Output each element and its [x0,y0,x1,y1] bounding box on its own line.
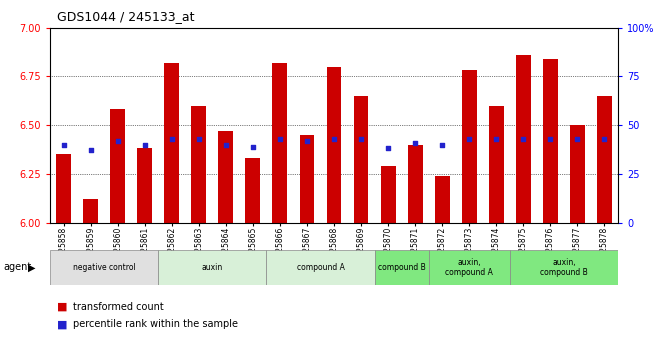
Bar [435,176,450,223]
Point [166,136,177,141]
Text: transformed count: transformed count [73,302,164,312]
Bar [381,166,395,223]
Bar [138,148,152,223]
Bar [375,250,429,285]
Bar [267,250,375,285]
Text: percentile rank within the sample: percentile rank within the sample [73,319,238,329]
Bar [597,96,612,223]
Point [194,136,204,141]
Bar [56,154,71,223]
Text: auxin,
compound A: auxin, compound A [446,258,493,277]
Bar [407,145,423,223]
Point [545,136,556,141]
Bar [191,106,206,223]
Point [437,142,448,147]
Bar [164,63,179,223]
Bar [245,158,261,223]
Bar [353,96,369,223]
Point [464,136,474,141]
Point [572,136,582,141]
Bar [462,70,477,223]
Point [518,136,528,141]
Point [140,142,150,147]
Text: ■: ■ [57,319,67,329]
Point [275,136,285,141]
Bar [273,63,287,223]
Point [355,136,366,141]
Point [220,142,231,147]
Bar [50,250,158,285]
Point [599,136,610,141]
Point [302,138,313,144]
Text: agent: agent [3,263,31,272]
Bar [516,55,530,223]
Text: ■: ■ [57,302,67,312]
Bar [110,109,125,223]
Bar [299,135,315,223]
Bar [510,250,618,285]
Text: compound B: compound B [377,263,426,272]
Bar [543,59,558,223]
Bar [570,125,584,223]
Point [329,136,339,141]
Bar [158,250,267,285]
Point [112,138,123,144]
Text: ▶: ▶ [28,263,35,272]
Point [86,148,96,153]
Text: GDS1044 / 245133_at: GDS1044 / 245133_at [57,10,194,23]
Bar [218,131,233,223]
Text: auxin,
compound B: auxin, compound B [540,258,588,277]
Point [491,136,502,141]
Point [58,142,69,147]
Bar [327,67,341,223]
Text: compound A: compound A [297,263,345,272]
Point [248,144,259,149]
Bar [84,199,98,223]
Point [383,146,393,151]
Bar [429,250,510,285]
Text: auxin: auxin [202,263,223,272]
Text: negative control: negative control [73,263,136,272]
Point [409,140,420,145]
Bar [489,106,504,223]
